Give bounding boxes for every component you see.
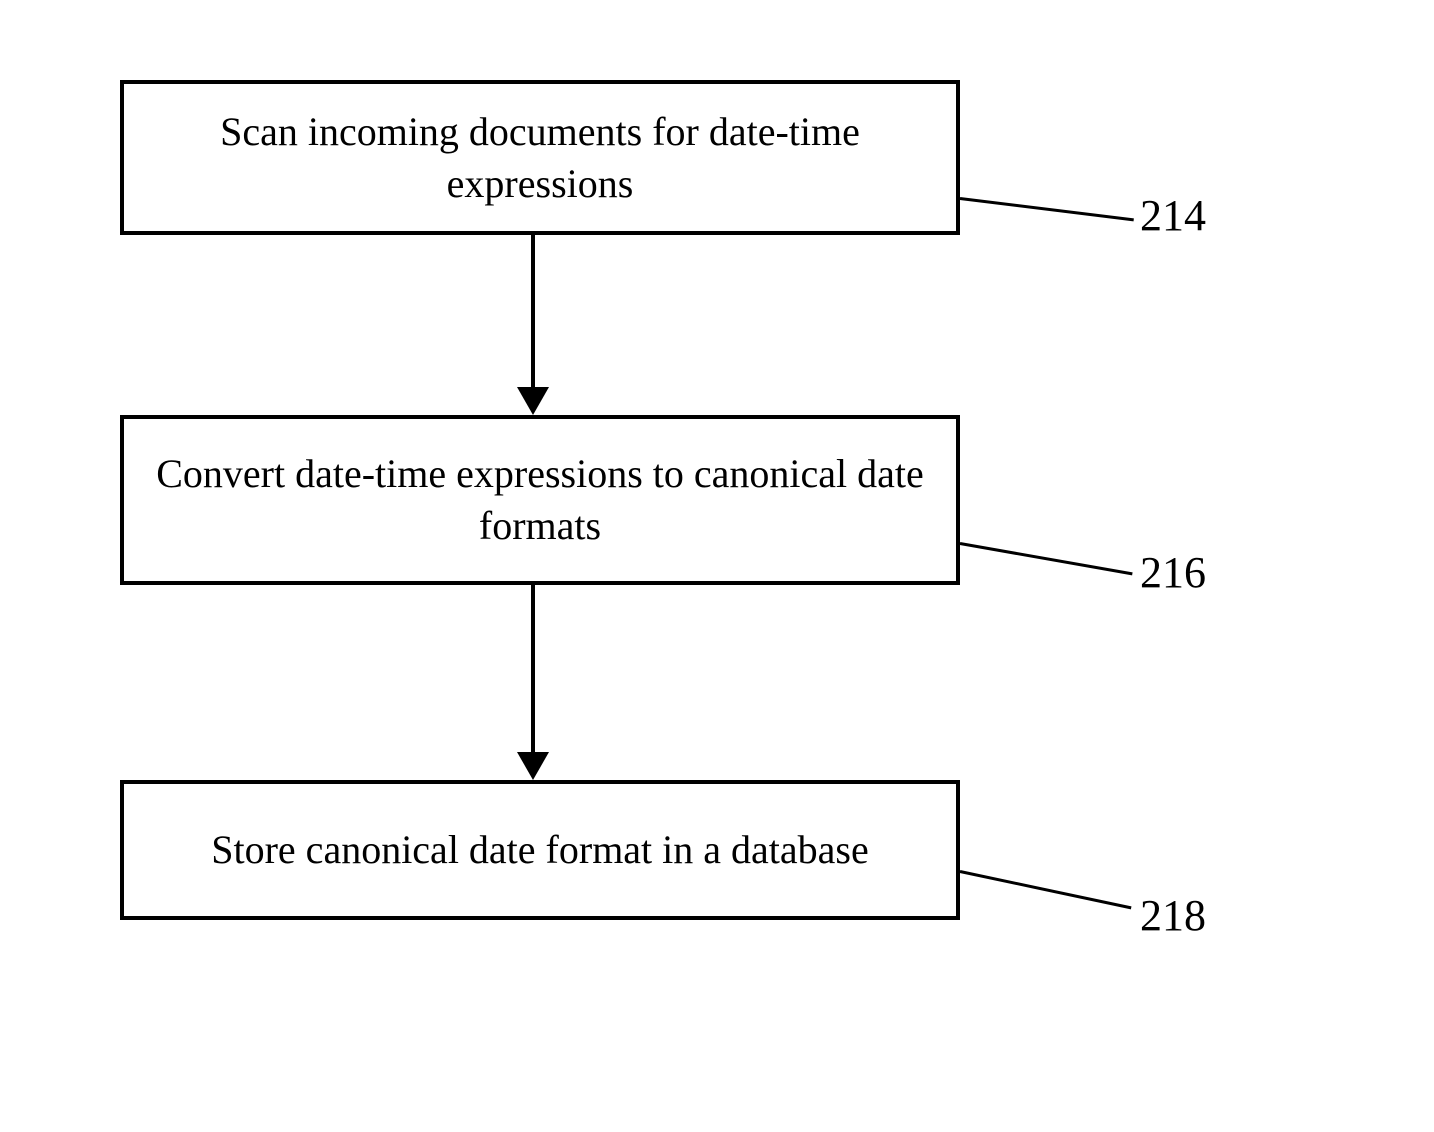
label-3: 218 <box>1140 890 1206 941</box>
flowchart-box-3: Store canonical date format in a databas… <box>120 780 960 920</box>
label-2: 216 <box>1140 547 1206 598</box>
label-line-2 <box>960 542 1133 575</box>
box-3-text: Store canonical date format in a databas… <box>211 824 868 876</box>
arrow-2-line <box>531 585 535 752</box>
arrow-1-head <box>517 387 549 415</box>
arrow-1-line <box>531 235 535 387</box>
arrow-1 <box>531 235 549 415</box>
label-line-1 <box>960 197 1134 221</box>
arrow-2 <box>531 585 549 780</box>
label-1: 214 <box>1140 190 1206 241</box>
flowchart-box-2: Convert date-time expressions to canonic… <box>120 415 960 585</box>
box-2-text: Convert date-time expressions to canonic… <box>144 448 936 552</box>
label-line-3 <box>960 870 1132 909</box>
arrow-2-head <box>517 752 549 780</box>
flowchart-container: Scan incoming documents for date-time ex… <box>120 80 1320 1080</box>
box-1-text: Scan incoming documents for date-time ex… <box>144 106 936 210</box>
flowchart-box-1: Scan incoming documents for date-time ex… <box>120 80 960 235</box>
